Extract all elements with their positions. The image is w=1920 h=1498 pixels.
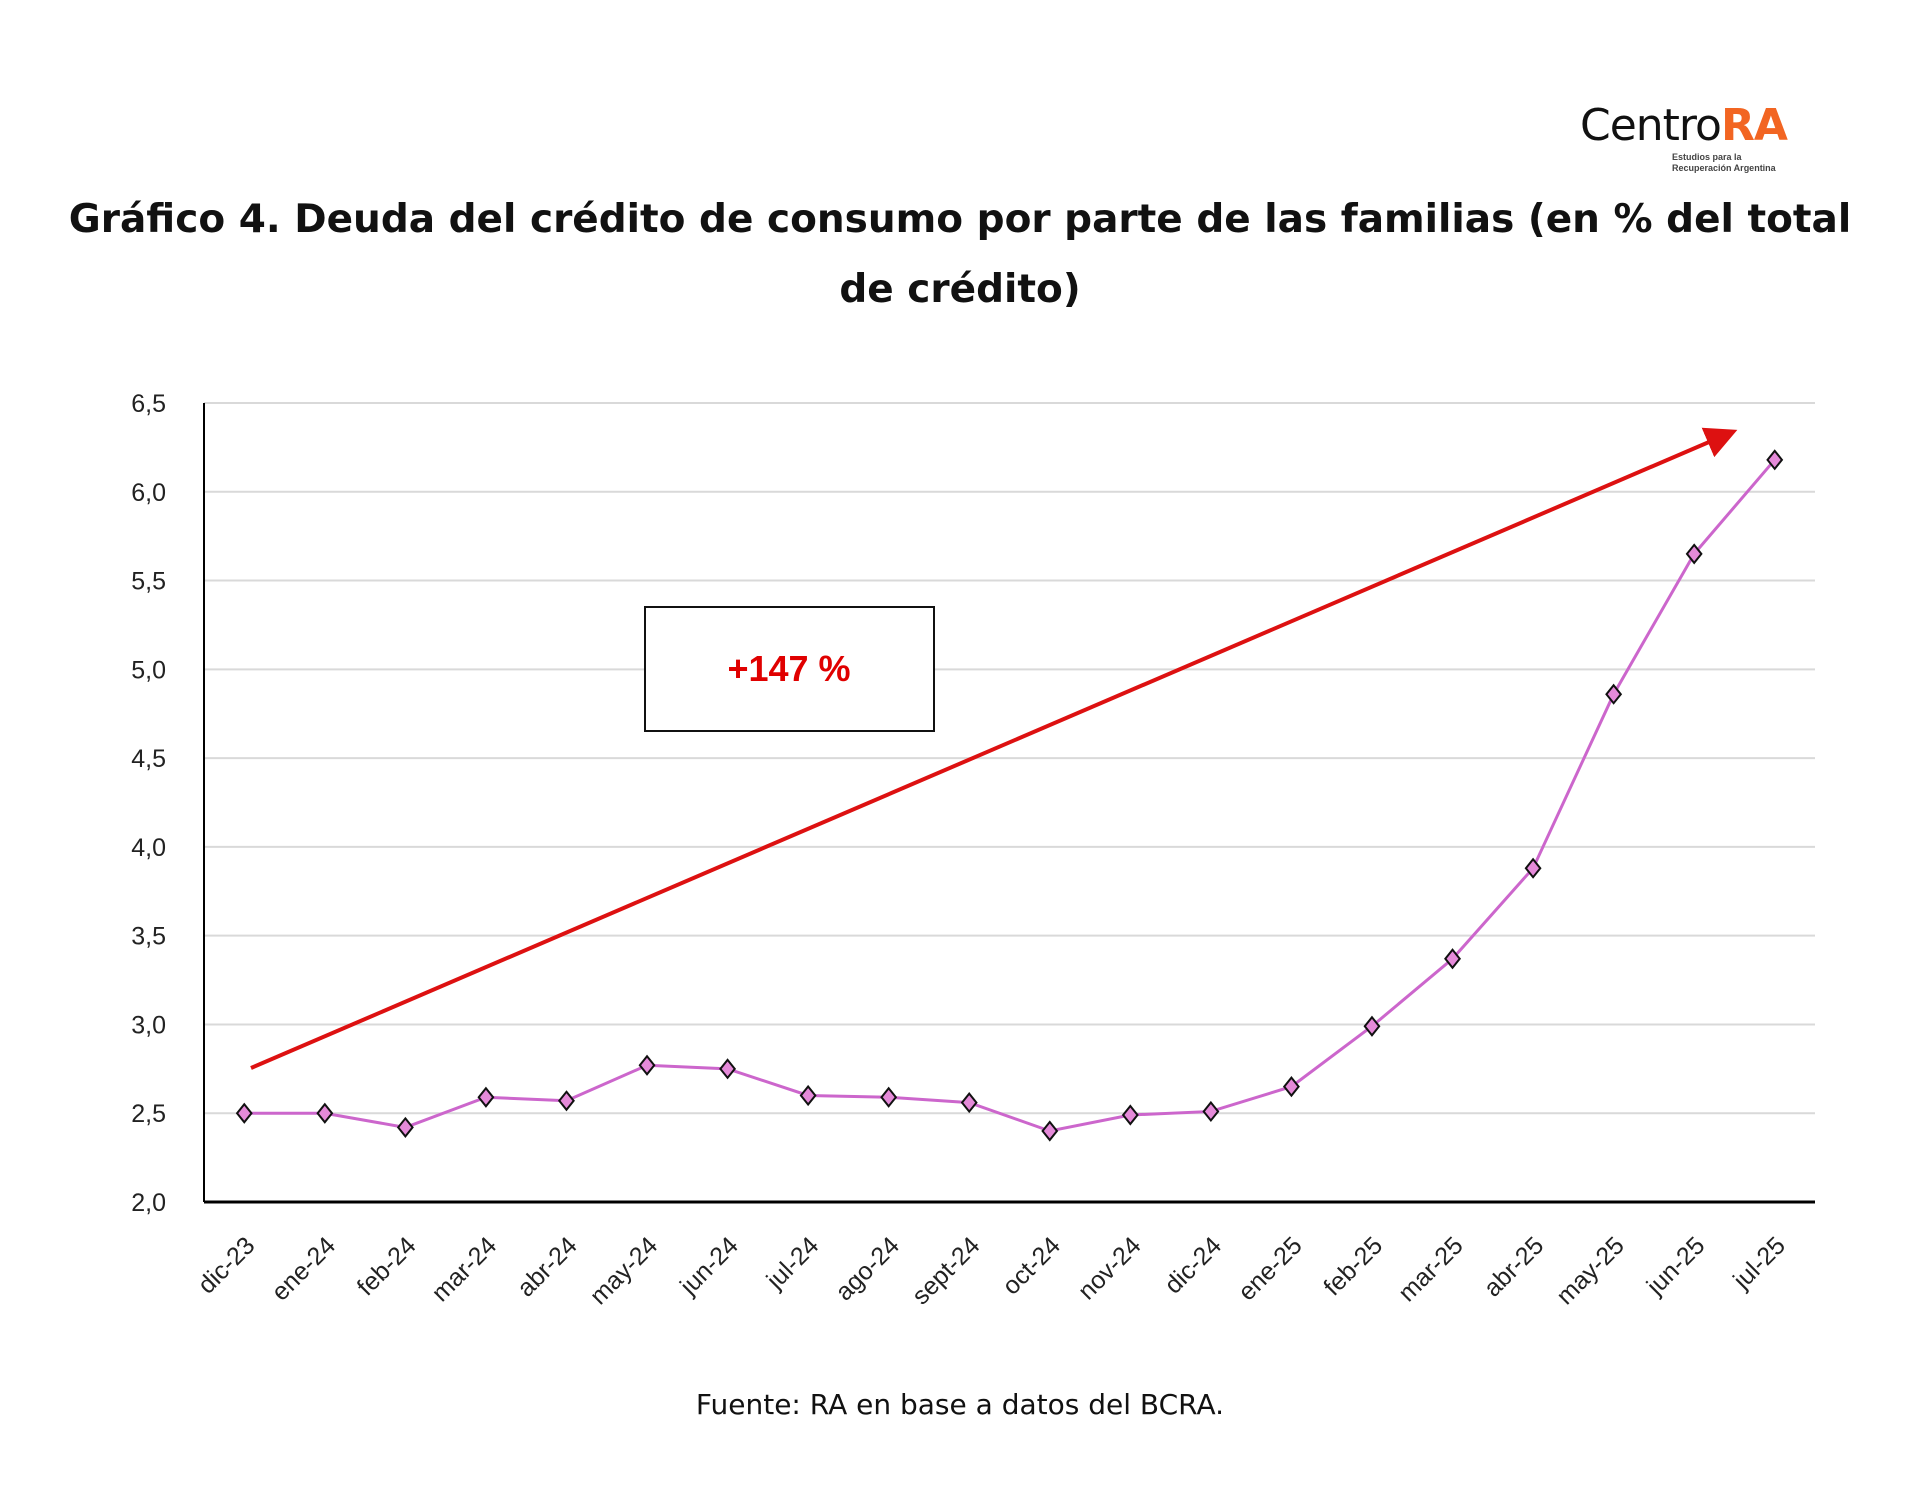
y-tick-label: 5,5	[131, 568, 166, 596]
logo-accent: RA	[1720, 100, 1788, 151]
x-tick-label: dic-23	[193, 1231, 261, 1299]
x-tick-label: mar-24	[426, 1231, 502, 1307]
y-tick-label: 2,0	[131, 1189, 166, 1217]
chart-title: Gráfico 4. Deuda del crédito de consumo …	[68, 197, 1852, 312]
data-point	[1444, 948, 1461, 970]
y-tick-label: 2,5	[131, 1100, 166, 1128]
y-tick-label: 5,0	[131, 656, 166, 684]
data-point	[880, 1086, 898, 1108]
data-point	[1363, 1015, 1381, 1037]
x-tick-label: sept-24	[907, 1231, 986, 1310]
logo-subtitle-2: Recuperación Argentina	[1672, 163, 1776, 173]
x-tick-label: oct-24	[997, 1231, 1066, 1300]
x-tick-label: abr-25	[1478, 1231, 1549, 1302]
data-point	[799, 1084, 817, 1107]
x-tick-label: nov-24	[1073, 1231, 1147, 1305]
data-point	[719, 1058, 737, 1080]
x-tick-label: ago-24	[830, 1231, 905, 1306]
x-tick-label: jun-25	[1641, 1231, 1711, 1301]
x-tick-label: may-25	[1551, 1231, 1630, 1310]
data-point	[557, 1090, 575, 1112]
x-tick-label: jul-24	[761, 1231, 825, 1295]
y-tick-label: 3,0	[131, 1011, 166, 1039]
annotation-text: +147 %	[727, 648, 850, 689]
y-tick-label: 4,5	[131, 745, 166, 773]
x-tick-label: abr-24	[512, 1231, 583, 1302]
logo-subtitle-1: Estudios para la	[1672, 152, 1742, 162]
x-tick-label: jun-24	[674, 1231, 744, 1301]
annotation-box	[644, 606, 935, 732]
data-point	[235, 1102, 253, 1124]
y-tick-label: 6,5	[131, 390, 166, 418]
data-point	[1121, 1104, 1139, 1126]
data-point	[1685, 543, 1703, 565]
x-tick-label: may-24	[585, 1231, 664, 1310]
data-point	[1202, 1100, 1220, 1123]
logo-text: Centro	[1580, 100, 1722, 151]
data-point	[1766, 449, 1784, 471]
x-tick-label: ene-25	[1233, 1231, 1308, 1306]
source-note: Fuente: RA en base a datos del BCRA.	[695, 1388, 1225, 1421]
trend-arrow	[250, 427, 1738, 1070]
x-tick-label: jul-25	[1727, 1231, 1791, 1295]
series-line	[244, 458, 1776, 1133]
data-point	[1524, 857, 1542, 879]
data-point	[1041, 1120, 1059, 1142]
x-tick-label: ene-24	[266, 1231, 341, 1306]
x-tick-label: dic-24	[1159, 1231, 1227, 1299]
data-point	[1282, 1075, 1300, 1098]
y-tick-label: 4,0	[131, 834, 166, 862]
centro-ra-logo: CentroRA Estudios para la Recuperación Ar…	[1580, 100, 1810, 185]
data-point	[960, 1091, 978, 1114]
y-tick-label: 6,0	[131, 479, 166, 507]
x-tick-label: mar-25	[1393, 1231, 1469, 1307]
y-tick-label: 3,5	[131, 923, 166, 951]
data-point	[316, 1102, 334, 1124]
x-tick-label: feb-25	[1318, 1231, 1388, 1301]
data-point	[396, 1116, 414, 1139]
x-tick-label: feb-24	[352, 1231, 422, 1301]
data-point	[638, 1054, 656, 1076]
data-point	[1605, 683, 1623, 705]
data-point	[477, 1086, 495, 1108]
